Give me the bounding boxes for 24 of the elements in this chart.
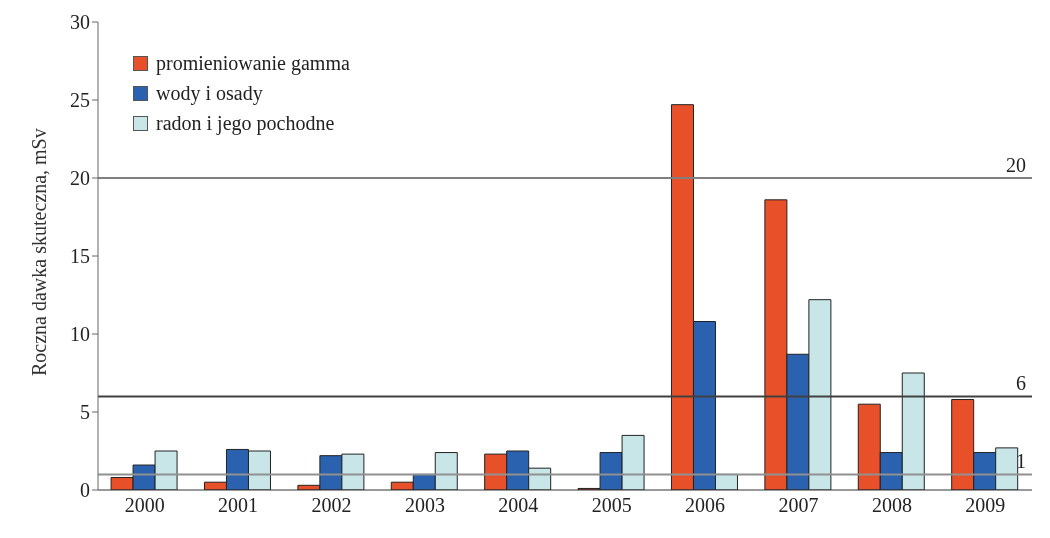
ref-line-label: 1 [1016, 450, 1026, 473]
y-tick-label: 10 [70, 323, 90, 346]
x-tick-label: 2008 [871, 494, 912, 517]
x-tick-label: 2000 [124, 494, 165, 517]
x-tick-label: 2009 [965, 494, 1006, 517]
ref-line-label: 6 [1016, 372, 1026, 395]
y-axis-title: Roczna dawka skuteczna, mSv [28, 128, 51, 376]
x-tick-label: 2007 [778, 494, 819, 517]
legend-label: wody i osady [156, 81, 263, 107]
y-tick-label: 20 [70, 167, 90, 190]
y-tick-label: 15 [70, 245, 90, 268]
y-tick-label: 5 [80, 401, 90, 424]
x-tick-label: 2004 [498, 494, 539, 517]
x-tick-label: 2002 [311, 494, 352, 517]
legend-label: promieniowanie gamma [156, 51, 350, 77]
x-tick-label: 2005 [591, 494, 632, 517]
legend-label: radon i jego pochodne [156, 111, 335, 137]
x-tick-label: 2001 [218, 494, 259, 517]
ref-line-label: 20 [1006, 154, 1026, 176]
y-tick-label: 0 [80, 479, 90, 502]
y-tick-label: 25 [70, 89, 90, 112]
x-tick-label: 2006 [685, 494, 726, 517]
y-tick-label: 30 [70, 11, 90, 34]
x-tick-label: 2003 [404, 494, 445, 517]
